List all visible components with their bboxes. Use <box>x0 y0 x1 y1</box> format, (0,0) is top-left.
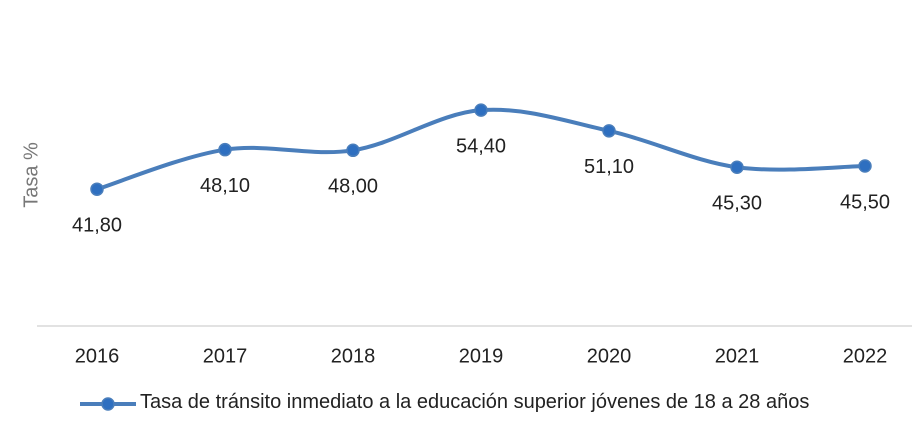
x-tick-label: 2019 <box>459 345 504 367</box>
data-label: 41,80 <box>72 214 122 236</box>
data-point <box>474 103 488 117</box>
x-tick-label: 2016 <box>75 345 120 367</box>
legend-marker <box>101 397 115 411</box>
y-axis-label: Tasa % <box>20 142 42 208</box>
data-point <box>730 160 744 174</box>
x-tick-label: 2020 <box>587 345 632 367</box>
data-label: 45,30 <box>712 193 762 215</box>
data-label: 48,00 <box>328 176 378 198</box>
x-tick-label: 2022 <box>843 345 888 367</box>
data-point <box>858 159 872 173</box>
data-point <box>602 124 616 138</box>
x-tick-label: 2017 <box>203 345 248 367</box>
data-label: 45,50 <box>840 191 890 213</box>
data-label: 51,10 <box>584 156 634 178</box>
data-point <box>90 182 104 196</box>
data-point <box>346 143 360 158</box>
x-tick-label: 2018 <box>331 345 376 367</box>
data-label: 48,10 <box>200 175 250 197</box>
data-label: 54,40 <box>456 135 506 157</box>
x-tick-label: 2021 <box>715 345 760 367</box>
data-point <box>218 142 232 157</box>
legend-label: Tasa de tránsito inmediato a la educació… <box>140 391 810 413</box>
